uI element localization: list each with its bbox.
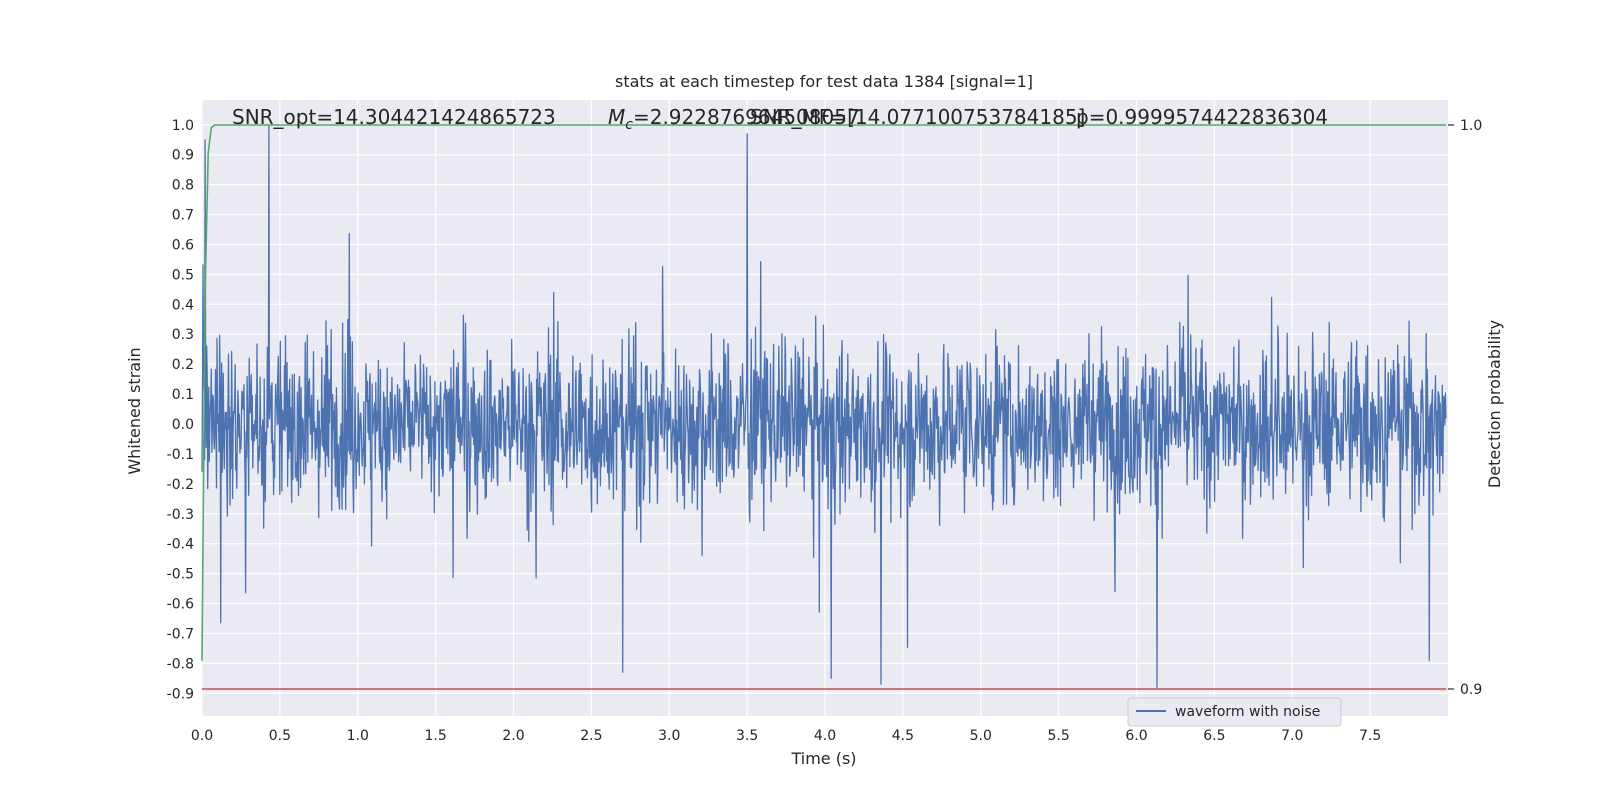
annotation-snr-opt: SNR_opt=14.304421424865723 <box>232 105 556 129</box>
x-tick-label: 3.0 <box>658 728 680 744</box>
y-tick-label: 0.1 <box>172 387 194 403</box>
y2-axis-ticks: 1.0 0.9 <box>1448 118 1482 698</box>
x-tick-label: 4.0 <box>814 728 836 744</box>
y2-tick-label: 0.9 <box>1460 682 1482 698</box>
probability-series <box>201 124 1447 690</box>
x-tick-label: 4.5 <box>892 728 914 744</box>
y-axis-ticks: 1.0 0.9 0.8 0.7 0.6 0.5 0.4 0.3 0.2 0.1 0.0 -0.1 -0.… <box>167 118 194 702</box>
x-tick-label: 0.5 <box>269 728 291 744</box>
y-tick-label: -0.1 <box>167 447 194 463</box>
y-tick-label: 0.3 <box>172 327 194 343</box>
y-tick-label: 0.8 <box>172 178 194 194</box>
y-tick-label: 0.7 <box>172 208 194 224</box>
y-tick-label: 0.6 <box>172 237 194 253</box>
y-tick-label: -0.3 <box>167 507 194 523</box>
y2-tick-label: 1.0 <box>1460 118 1482 134</box>
legend: waveform with noise <box>1127 697 1342 727</box>
x-tick-label: 5.5 <box>1047 728 1069 744</box>
x-tick-label: 7.5 <box>1359 728 1381 744</box>
y-tick-label: -0.6 <box>167 597 194 613</box>
x-tick-label: 3.5 <box>736 728 758 744</box>
y-tick-label: 0.4 <box>172 297 194 313</box>
x-tick-label: 1.5 <box>424 728 446 744</box>
x-tick-label: 6.5 <box>1203 728 1225 744</box>
x-tick-label: 5.0 <box>970 728 992 744</box>
y-tick-label: 0.2 <box>172 357 194 373</box>
x-tick-label: 1.0 <box>347 728 369 744</box>
annotation-mc: Mc=2.922876964508057 <box>608 105 860 133</box>
x-tick-label: 0.0 <box>191 728 213 744</box>
y-tick-label: -0.2 <box>167 477 194 493</box>
waveform-series <box>201 124 1447 688</box>
annotation-p: p=0.9999574422836304 <box>1076 105 1328 129</box>
y-tick-label: 0.5 <box>172 267 194 283</box>
y-tick-label: 0.9 <box>172 148 194 164</box>
legend-box <box>1127 697 1342 727</box>
legend-label-waveform: waveform with noise <box>1175 704 1320 720</box>
annotation-snr-mf: SNR_MF=[14.077100753784185] <box>750 105 1085 129</box>
x-axis-label: Time (s) <box>790 749 856 768</box>
detection-probability-line <box>201 124 1447 661</box>
y-tick-label: -0.5 <box>167 567 194 583</box>
y-axis-label: Whitened strain <box>125 347 144 474</box>
waveform-line <box>201 124 1447 688</box>
x-tick-label: 2.0 <box>502 728 524 744</box>
y-tick-label: -0.7 <box>167 626 194 642</box>
y-tick-label: 0.0 <box>172 417 194 433</box>
y-tick-label: -0.9 <box>167 686 194 702</box>
y-tick-label: 1.0 <box>172 118 194 134</box>
x-tick-label: 6.0 <box>1125 728 1147 744</box>
y2-axis-label: Detection probability <box>1485 320 1504 488</box>
x-tick-label: 7.0 <box>1281 728 1303 744</box>
chart-title: stats at each timestep for test data 138… <box>615 72 1033 91</box>
x-axis-ticks: 0.0 0.5 1.0 1.5 2.0 2.5 3.0 3.5 4.0 4.5 5.0 5.5 6.0 6… <box>191 728 1381 744</box>
y-tick-label: -0.4 <box>167 537 194 553</box>
x-tick-label: 2.5 <box>580 728 602 744</box>
y-tick-label: -0.8 <box>167 656 194 672</box>
